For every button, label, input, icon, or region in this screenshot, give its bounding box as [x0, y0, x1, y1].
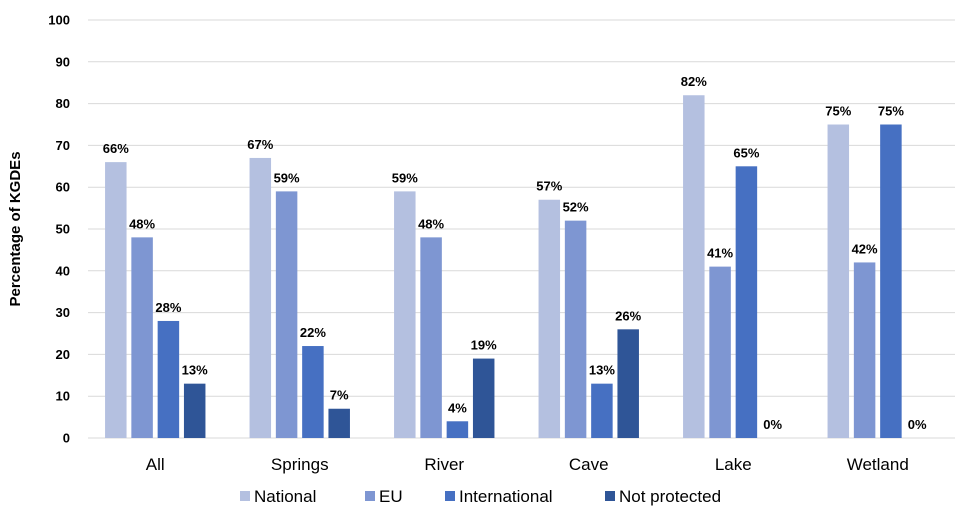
legend-label: EU	[379, 487, 403, 506]
x-category-label: Lake	[715, 455, 752, 474]
bar-international	[446, 421, 469, 438]
bar-international	[591, 383, 613, 438]
x-axis-categories: All Springs River Cave Lake Wetland	[146, 455, 909, 474]
data-label: 48%	[129, 216, 155, 231]
data-label: 52%	[563, 200, 589, 215]
data-label: 41%	[707, 246, 733, 261]
legend-label: Not protected	[619, 487, 721, 506]
y-tick-label: 80	[56, 96, 70, 111]
data-label: 59%	[274, 170, 300, 185]
data-label: 75%	[878, 104, 904, 119]
y-tick-label: 60	[56, 180, 70, 195]
y-tick-label: 30	[56, 305, 70, 320]
data-label: 0%	[908, 417, 927, 432]
bars	[105, 95, 902, 439]
x-category-label: River	[424, 455, 464, 474]
data-labels: 66% 48% 28% 13% 67% 59% 22% 7% 59% 48% 4% 19% 57%52%…	[103, 74, 927, 432]
y-tick-label: 10	[56, 389, 70, 404]
legend-swatch	[605, 491, 615, 501]
bar-eu	[131, 237, 153, 438]
bar-international	[302, 346, 324, 438]
bar-national	[249, 157, 272, 438]
data-label: 13%	[589, 363, 615, 378]
data-label: 75%	[825, 104, 851, 119]
data-label: 42%	[852, 241, 878, 256]
x-category-label: All	[146, 455, 165, 474]
y-tick-label: 70	[56, 138, 70, 153]
bar-not-protected	[328, 408, 350, 438]
data-label: 57%	[536, 179, 562, 194]
y-tick-label: 50	[56, 222, 70, 237]
bar-eu	[275, 191, 298, 438]
bar-national	[538, 199, 561, 438]
bar-eu	[564, 220, 587, 438]
legend: National EU International Not protected	[240, 487, 721, 506]
data-label: 65%	[733, 145, 759, 160]
y-axis-title: Percentage of KGDEs	[7, 151, 24, 306]
data-label: 4%	[448, 400, 467, 415]
data-label: 13%	[182, 363, 208, 378]
data-label: 0%	[763, 417, 782, 432]
data-label: 7%	[330, 388, 349, 403]
data-label: 82%	[681, 74, 707, 89]
y-tick-label: 90	[56, 54, 70, 69]
bar-national	[683, 95, 705, 439]
legend-swatch	[445, 491, 455, 501]
bar-national	[827, 124, 850, 438]
y-tick-label: 0	[63, 431, 70, 446]
data-label: 19%	[471, 338, 497, 353]
bar-eu	[420, 237, 442, 438]
y-axis-ticks: 0 10 20 30 40 50 60 70 80 90 100	[48, 13, 70, 446]
bar-eu	[853, 262, 876, 438]
x-category-label: Springs	[271, 455, 329, 474]
data-label: 28%	[155, 300, 181, 315]
data-label: 22%	[300, 325, 326, 340]
bar-international	[157, 320, 180, 438]
y-tick-label: 40	[56, 263, 70, 278]
data-label: 67%	[247, 137, 273, 152]
legend-label: International	[459, 487, 553, 506]
y-tick-label: 20	[56, 347, 70, 362]
bar-national	[105, 162, 127, 438]
y-tick-label: 100	[48, 13, 70, 28]
data-label: 66%	[103, 141, 129, 156]
bar-international	[735, 166, 758, 439]
bar-not-protected	[472, 358, 495, 438]
bar-not-protected	[617, 329, 639, 438]
legend-swatch	[365, 491, 375, 501]
x-category-label: Cave	[569, 455, 609, 474]
x-category-label: Wetland	[847, 455, 909, 474]
legend-swatch	[240, 491, 250, 501]
bar-international	[880, 124, 902, 438]
bar-not-protected	[183, 383, 206, 438]
data-label: 59%	[392, 170, 418, 185]
gridlines	[88, 19, 955, 439]
data-label: 48%	[418, 216, 444, 231]
data-label: 26%	[615, 308, 641, 323]
bar-national	[394, 191, 416, 438]
bar-eu	[709, 266, 731, 438]
legend-label: National	[254, 487, 316, 506]
